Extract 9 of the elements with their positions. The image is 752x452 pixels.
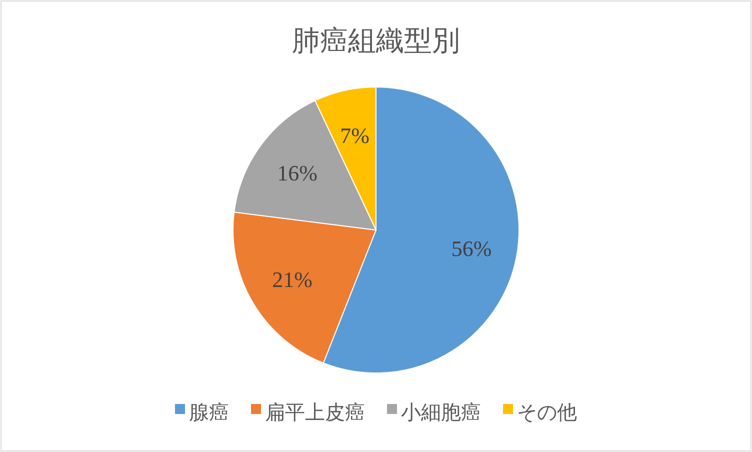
legend-label: 腺癌 [189,400,229,424]
data-label: 21% [272,267,312,292]
legend-label: 小細胞癌 [401,400,481,424]
legend-label: 扁平上皮癌 [265,400,365,424]
legend-label: その他 [517,400,577,424]
chart-title: 肺癌組織型別 [292,24,460,57]
data-label: 16% [277,160,318,186]
data-label: 56% [451,236,492,261]
data-label: 7% [340,122,370,148]
